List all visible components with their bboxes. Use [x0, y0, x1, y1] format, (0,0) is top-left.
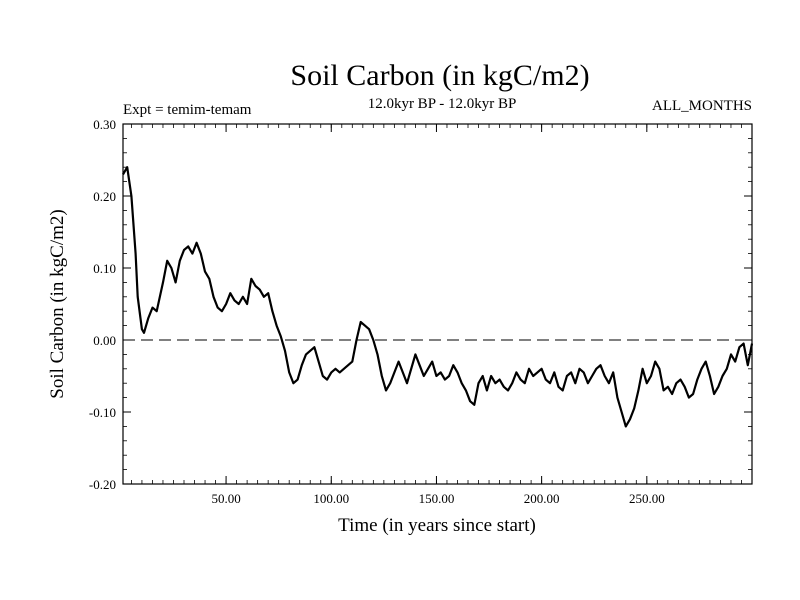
soil-carbon-series-line — [122, 166, 754, 428]
x-tick-label: 50.00 — [211, 491, 240, 506]
y-tick-label: -0.10 — [89, 405, 116, 420]
y-tick-label: 0.30 — [93, 117, 116, 132]
x-tick-label: 250.00 — [629, 491, 665, 506]
x-axis-label: Time (in years since start) — [338, 515, 536, 536]
y-axis: -0.20 -0.10 0.00 0.10 0.20 0.30 — [89, 117, 752, 492]
months-label: ALL_MONTHS — [652, 98, 752, 114]
period-label: 12.0kyr BP - 12.0kyr BP — [368, 96, 517, 112]
y-tick-label: 0.20 — [93, 189, 116, 204]
plot-frame — [122, 123, 753, 485]
experiment-label: Expt = temim-temam — [123, 102, 252, 118]
x-axis: 50.00 100.00 150.00 200.00 250.00 — [131, 124, 742, 506]
chart-title: Soil Carbon (in kgC/m2) — [290, 59, 589, 92]
x-tick-label: 200.00 — [524, 491, 560, 506]
y-tick-label: 0.10 — [93, 261, 116, 276]
x-tick-label: 150.00 — [419, 491, 455, 506]
y-tick-label: -0.20 — [89, 477, 116, 492]
y-axis-label: Soil Carbon (in kgC/m2) — [47, 209, 68, 398]
x-tick-label: 100.00 — [313, 491, 349, 506]
y-tick-label: 0.00 — [93, 333, 116, 348]
